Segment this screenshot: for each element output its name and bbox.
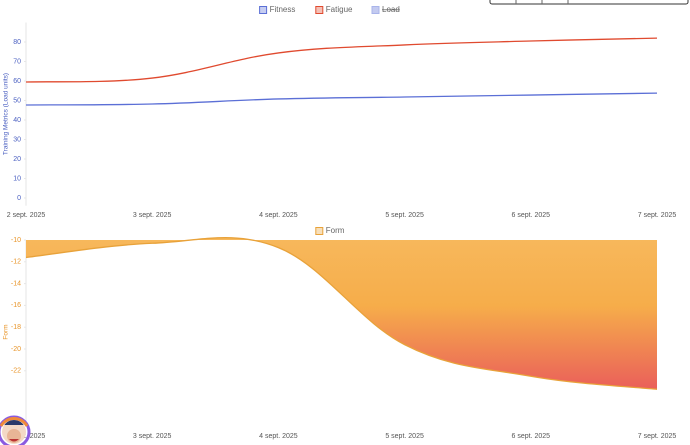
y-tick-label: 30 <box>13 136 21 143</box>
y-tick-label: 0 <box>17 195 21 202</box>
legend-label[interactable]: Form <box>326 226 345 235</box>
x-tick-label: 5 sept. 2025 <box>385 433 424 440</box>
area <box>26 237 657 390</box>
line <box>25 237 658 390</box>
y-tick-label: -22 <box>11 368 21 375</box>
y-tick-label: -18 <box>11 324 21 331</box>
x-tick-label: 3 sept. 2025 <box>133 212 172 219</box>
avatar[interactable] <box>0 415 31 445</box>
x-tick-label: 6 sept. 2025 <box>512 212 551 219</box>
x-tick-label: 2 sept. 2025 <box>7 212 46 219</box>
y-tick-label: -16 <box>11 302 21 309</box>
y-tick-label: -12 <box>11 259 21 266</box>
avatar-photo <box>2 420 26 444</box>
y-tick-label: 70 <box>13 58 21 65</box>
line <box>25 92 658 106</box>
x-tick-label: 7 sept. 2025 <box>638 212 677 219</box>
toolbar <box>489 0 689 5</box>
y-tick-label: 50 <box>13 97 21 104</box>
x-tick-label: 4 sept. 2025 <box>259 212 298 219</box>
y-tick-label: 80 <box>13 39 21 46</box>
legend-swatch[interactable] <box>315 227 324 235</box>
y-tick-label: -10 <box>11 237 21 244</box>
legend-swatch[interactable] <box>315 6 324 14</box>
line <box>25 37 658 83</box>
x-tick-label: 4 sept. 2025 <box>259 433 298 440</box>
y-tick-label: 20 <box>13 156 21 163</box>
y-tick-label: 40 <box>13 117 21 124</box>
x-tick-label: 5 sept. 2025 <box>385 212 424 219</box>
toolbar-frame <box>489 0 689 5</box>
y-tick-label: -20 <box>11 346 21 353</box>
y-tick-label: 60 <box>13 78 21 85</box>
x-tick-label: 3 sept. 2025 <box>133 433 172 440</box>
x-tick-label: 2 sept. 2025 <box>7 433 46 440</box>
legend-label[interactable]: Fatigue <box>326 5 353 14</box>
legend-swatch[interactable] <box>371 6 380 14</box>
legend-label[interactable]: Load <box>382 5 400 14</box>
legend-swatch[interactable] <box>259 6 268 14</box>
x-tick-label: 6 sept. 2025 <box>512 433 551 440</box>
charts: Training Metrics (Load units) 0 10 20 30 40 50… <box>3 5 677 440</box>
legend-label[interactable]: Fitness <box>270 5 296 14</box>
y-tick-label: -14 <box>11 280 21 287</box>
avatar-ring-accent <box>0 416 29 427</box>
x-tick-label: 7 sept. 2025 <box>638 433 677 440</box>
y-axis-title: Training Metrics (Load units) <box>3 73 10 155</box>
y-axis-title: Form <box>3 324 10 339</box>
y-tick-label: 10 <box>13 175 21 182</box>
